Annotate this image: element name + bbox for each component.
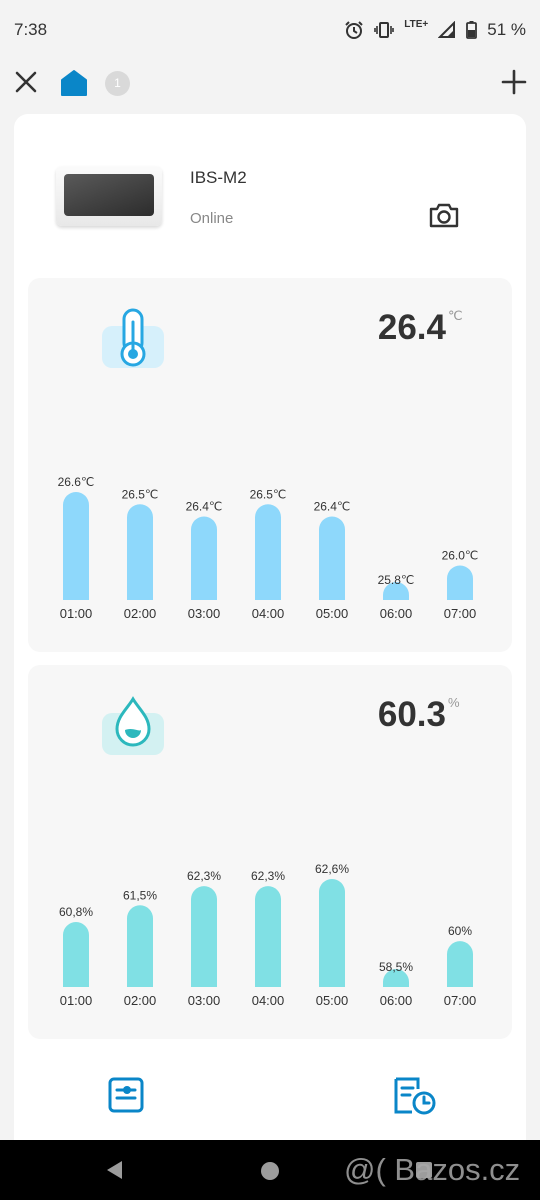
temperature-x-tick: 06:00 [380,606,413,621]
temperature-bar [383,582,409,600]
thermometer-icon [102,308,164,368]
battery-level: 51 % [487,20,526,39]
humidity-x-tick: 01:00 [60,993,93,1008]
humidity-x-tick: 07:00 [444,993,477,1008]
temperature-unit: ℃ [448,308,463,323]
temperature-chart: 26.6℃ 01:00 26.5℃ 02:00 26.4℃ 03:00 26.5℃ 04:00… [28,468,512,638]
humidity-bar [383,969,409,987]
camera-icon[interactable] [428,200,460,230]
device-card: IBS-M2 Online 26.4 ℃ 26.6℃ 01:00 26.5℃ 02:0… [14,114,526,1154]
temperature-value: 26.4 ℃ [377,308,463,347]
temperature-bar-label: 26.5℃ [122,487,159,501]
humidity-bar-label: 58,5% [379,960,413,974]
temperature-x-tick: 04:00 [252,606,285,621]
signal-icon [438,21,456,38]
humidity-bar-label: 61,5% [123,888,157,902]
vibrate-icon [374,22,395,38]
humidity-bar-label: 62,6% [315,862,349,876]
close-icon[interactable] [12,68,40,96]
device-header: IBS-M2 Online [14,114,526,274]
temperature-x-tick: 02:00 [124,606,157,621]
temperature-bar [319,516,345,600]
humidity-bar [255,886,281,987]
system-nav-bar: @( Bazos.cz [0,1140,540,1200]
humidity-bar-label: 60% [448,924,472,938]
temperature-bar-label: 25.8℃ [378,573,415,587]
humidity-bar-label: 60,8% [59,905,93,919]
add-icon[interactable] [500,68,528,96]
temperature-x-tick: 05:00 [316,606,349,621]
humidity-bar [191,886,217,987]
battery-icon [466,21,478,39]
temperature-bar [191,516,217,600]
temperature-panel[interactable]: 26.4 ℃ 26.6℃ 01:00 26.5℃ 02:00 26.4℃ 03:00 26.… [28,278,512,652]
network-type: LTE+ [404,18,429,30]
device-name: IBS-M2 [190,168,247,187]
humidity-bar-label: 62,3% [251,869,285,883]
back-icon[interactable] [104,1159,124,1181]
humidity-bar-label: 62,3% [187,869,221,883]
humidity-chart: 60,8% 01:00 61,5% 02:00 62,3% 03:00 62,3% 04:00… [28,855,512,1025]
temperature-bar-label: 26.6℃ [58,475,95,489]
temperature-x-tick: 03:00 [188,606,221,621]
history-icon[interactable] [392,1076,438,1116]
temperature-bar [63,492,89,600]
humidity-bar [63,922,89,987]
temperature-bar-label: 26.4℃ [186,500,223,514]
temperature-bar-label: 26.4℃ [314,500,351,514]
recents-icon[interactable] [415,1161,433,1179]
alarm-icon [345,21,363,39]
humidity-x-tick: 03:00 [188,993,221,1008]
app-header: 1 [0,62,540,106]
water-drop-icon [102,696,164,755]
humidity-bar [319,879,345,987]
status-time: 7:38 [14,20,48,39]
device-status: Online [190,210,234,227]
watermark: @( Bazos.cz [344,1152,521,1187]
humidity-bar [127,905,153,987]
home-nav-icon[interactable] [260,1161,280,1181]
status-bar: 7:38 LTE+ 51 % [0,0,540,60]
temperature-bar [127,504,153,600]
temperature-x-tick: 07:00 [444,606,477,621]
notification-badge[interactable]: 1 [105,71,130,96]
device-image [56,166,162,226]
humidity-panel[interactable]: 60.3 % 60,8% 01:00 61,5% 02:00 62,3% 03:00 62,… [28,665,512,1039]
humidity-bar [447,941,473,987]
temperature-bar-label: 26.5℃ [250,487,287,501]
temperature-bar [447,565,473,600]
temperature-bar [255,504,281,600]
home-icon[interactable] [60,68,88,98]
humidity-x-tick: 06:00 [380,993,413,1008]
humidity-x-tick: 04:00 [252,993,285,1008]
settings-panel-icon[interactable] [107,1076,145,1114]
temperature-x-tick: 01:00 [60,606,93,621]
temperature-bar-label: 26.0℃ [442,549,479,563]
humidity-value: 60.3 % [377,695,460,734]
humidity-unit: % [448,695,460,710]
humidity-x-tick: 05:00 [316,993,349,1008]
humidity-x-tick: 02:00 [124,993,157,1008]
